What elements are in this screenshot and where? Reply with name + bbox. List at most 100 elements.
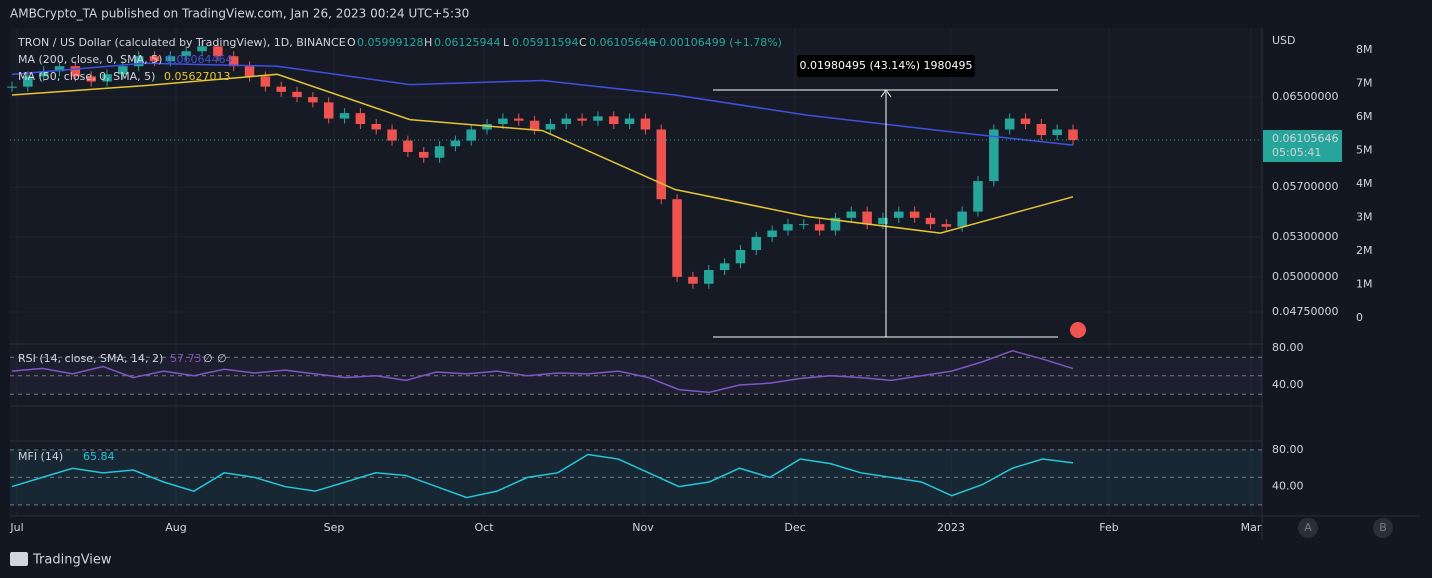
- ma50-label: MA (50, close, 0, SMA, 5): [18, 70, 155, 83]
- candle: [894, 211, 904, 218]
- osc-tick-label: 80.00: [1272, 443, 1304, 456]
- candle: [498, 118, 508, 124]
- candle: [529, 120, 540, 130]
- close: 0.06105646: [589, 36, 655, 49]
- rsi-label: RSI (14, close, SMA, 14, 2): [18, 352, 163, 365]
- candle: [704, 270, 714, 284]
- scale-button[interactable]: [1373, 518, 1393, 538]
- candle: [1068, 129, 1078, 141]
- h-label: H: [424, 36, 432, 49]
- l-label: L: [503, 36, 510, 49]
- candle: [640, 118, 651, 130]
- price-tick-label: 0.05000000: [1272, 270, 1338, 283]
- volume-tick-label: 5M: [1356, 144, 1373, 157]
- candle: [450, 140, 461, 147]
- candle: [102, 74, 112, 82]
- ma50-line: [11, 73, 1074, 234]
- candle: [783, 224, 793, 231]
- change: +0.00106499 (+1.78%): [650, 36, 782, 49]
- candle: [561, 118, 572, 124]
- o-label: O: [347, 36, 356, 49]
- ma200-line: [11, 62, 1074, 146]
- c-label: C: [579, 36, 587, 49]
- low: 0.05911594: [512, 36, 578, 49]
- price-pane: [7, 41, 1262, 499]
- scale-button[interactable]: [1298, 518, 1318, 538]
- candle: [308, 97, 318, 103]
- candle: [276, 86, 286, 92]
- candle: [228, 56, 239, 67]
- scale-a[interactable]: A: [1304, 521, 1312, 534]
- candle: [86, 76, 96, 82]
- time-label: Dec: [784, 521, 805, 534]
- mfi-label: MFI (14): [18, 450, 63, 463]
- price-tag-value: 0.06105646: [1272, 132, 1338, 145]
- candle: [909, 211, 920, 218]
- price-axis: 0.06500000 0.05700000 0.05300000 0.05000000…: [1263, 43, 1373, 493]
- candle: [941, 224, 952, 227]
- time-label: Feb: [1099, 521, 1118, 534]
- candle: [688, 276, 698, 284]
- candle: [244, 66, 255, 77]
- ma50-value: 0.05627013: [164, 70, 230, 83]
- candle: [513, 118, 524, 121]
- brand: TradingView: [32, 553, 112, 568]
- price-tick-label: 0.06500000: [1272, 90, 1338, 103]
- price-tick-label: 0.05700000: [1272, 180, 1338, 193]
- ma200-label: MA (200, close, 0, SMA, 5): [18, 53, 162, 66]
- candle: [957, 211, 967, 227]
- volume-tick-label: 1M: [1356, 278, 1373, 291]
- candle: [339, 113, 350, 119]
- time-label: Sep: [324, 521, 345, 534]
- time-label: 2023: [937, 521, 965, 534]
- candle: [1004, 118, 1015, 130]
- candle: [54, 66, 65, 72]
- publisher: AMBCrypto_TA published on TradingView.co…: [10, 7, 469, 21]
- osc-tick-label: 40.00: [1272, 378, 1304, 391]
- ma200-value: 0.06064464: [166, 53, 232, 66]
- candle: [1020, 118, 1031, 124]
- open: 0.05999128: [357, 36, 423, 49]
- volume-tick-label: 6M: [1356, 110, 1373, 123]
- time-label: Aug: [165, 521, 186, 534]
- chart-area: [10, 28, 1262, 516]
- candle: [862, 211, 872, 225]
- high: 0.06125944: [434, 36, 500, 49]
- candle: [577, 118, 587, 121]
- volume-tick-label: 2M: [1356, 244, 1373, 257]
- candle: [23, 76, 33, 87]
- candle: [165, 56, 176, 62]
- volume-tick-label: 8M: [1356, 43, 1373, 56]
- event-icon[interactable]: [1070, 322, 1086, 338]
- candle: [418, 151, 429, 158]
- grid: [10, 28, 1262, 516]
- volume-tick-label: 3M: [1356, 211, 1373, 224]
- time-label: Jul: [9, 521, 23, 534]
- currency: USD: [1272, 34, 1296, 47]
- countdown: 05:05:41: [1272, 146, 1321, 159]
- candle: [767, 230, 777, 237]
- rsi-value: 57.73: [170, 352, 202, 365]
- candle: [672, 199, 682, 277]
- candle: [735, 250, 746, 264]
- price-tick-label: 0.04750000: [1272, 305, 1338, 318]
- candle: [149, 56, 160, 62]
- price-tag: [1263, 130, 1342, 163]
- candle: [1036, 123, 1047, 136]
- candle: [292, 91, 302, 98]
- candle: [197, 46, 207, 52]
- candle: [545, 123, 556, 130]
- mfi-value: 65.84: [83, 450, 115, 463]
- candle: [133, 56, 144, 67]
- candle: [799, 224, 809, 226]
- candle: [118, 66, 128, 75]
- symbol: TRON / US Dollar (calculated by TradingV…: [17, 36, 346, 49]
- measure-tool: 0.01980495 (43.14%) 1980495: [713, 55, 1058, 338]
- scale-b[interactable]: B: [1379, 521, 1387, 534]
- measure-label: 0.01980495 (43.14%) 1980495: [800, 59, 973, 72]
- candle: [830, 217, 841, 231]
- rsi-line: [11, 349, 1074, 394]
- volume-tick-label: 0: [1356, 311, 1363, 324]
- candle: [656, 129, 667, 200]
